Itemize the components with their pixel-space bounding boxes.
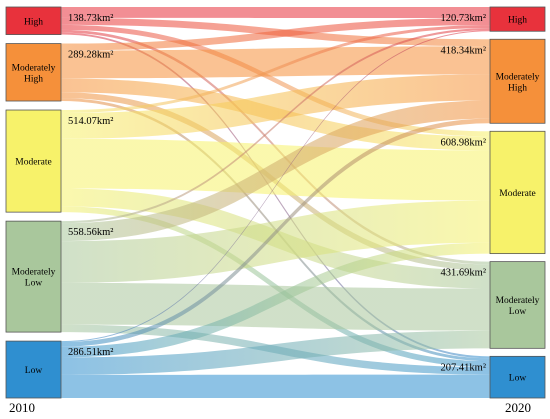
node-2020-moderately-low: [489, 261, 546, 349]
flow-low-to-moderate: [61, 242, 490, 358]
flow-moderately-high-to-high: [61, 18, 490, 51]
node-2020-moderate: [489, 130, 546, 255]
flow-layer: [61, 7, 490, 398]
node-2010-low: [5, 340, 62, 399]
year-2010-label: 2010: [9, 400, 35, 415]
flow-moderate-to-high: [61, 25, 490, 113]
flow-low-to-high: [61, 30, 490, 343]
flow-low-to-low: [61, 374, 490, 398]
value-2010-moderate: 514.07km²: [68, 116, 113, 127]
flow-high-to-high: [61, 7, 490, 19]
left-node-label-moderately-high: Moderately High: [12, 63, 56, 84]
right-node-label-high: High: [508, 16, 527, 26]
node-2020-low: [489, 355, 546, 399]
node-2020-high: [489, 6, 546, 32]
node-layer: [5, 6, 546, 399]
right-node-label-moderately-high: Moderately High: [496, 72, 540, 93]
left-node-label-moderately-low: Moderately Low: [12, 268, 56, 289]
flow-moderately-low-to-moderate: [61, 200, 490, 283]
left-node-label-low: Low: [25, 366, 43, 376]
value-2010-low: 286.51km²: [68, 347, 113, 358]
value-2020-high: 120.73km²: [441, 13, 486, 24]
value-2020-low: 207.41km²: [441, 362, 486, 373]
flow-moderately-high-to-moderately-high: [61, 46, 490, 79]
flow-moderately-low-to-moderately-low: [61, 282, 490, 331]
flow-low-to-moderately-low: [61, 330, 490, 375]
value-2020-moderately-high: 418.34km²: [441, 45, 486, 56]
flow-low-to-moderately-high: [61, 118, 490, 347]
value-2020-moderately-low: 431.69km²: [441, 268, 486, 279]
node-2010-high: [5, 6, 62, 35]
right-node-label-moderate: Moderate: [499, 189, 535, 199]
right-node-label-low: Low: [509, 374, 527, 384]
node-2010-moderately-high: [5, 43, 62, 102]
flow-moderate-to-moderately-high: [61, 74, 490, 139]
left-node-label-moderate: Moderate: [15, 158, 51, 168]
flow-high-to-moderate: [61, 24, 490, 137]
value-2010-moderately-low: 558.56km²: [68, 227, 113, 238]
node-2010-moderately-low: [5, 220, 62, 333]
flow-moderately-low-to-high: [61, 28, 490, 224]
left-node-label-high: High: [24, 17, 43, 27]
flow-moderately-low-to-moderately-high: [61, 100, 490, 242]
year-2020-label: 2020: [505, 400, 531, 415]
value-2010-moderately-high: 289.28km²: [68, 50, 113, 61]
flow-high-to-low: [61, 32, 490, 359]
value-2010-high: 138.73km²: [68, 13, 113, 24]
value-2020-moderate: 608.98km²: [441, 137, 486, 148]
node-2020-moderately-high: [489, 38, 546, 124]
right-node-label-moderately-low: Moderately Low: [496, 296, 540, 317]
label-layer: High 138.73km² High 120.73km² Moderately High…: [12, 13, 540, 384]
node-2010-moderate: [5, 109, 62, 213]
